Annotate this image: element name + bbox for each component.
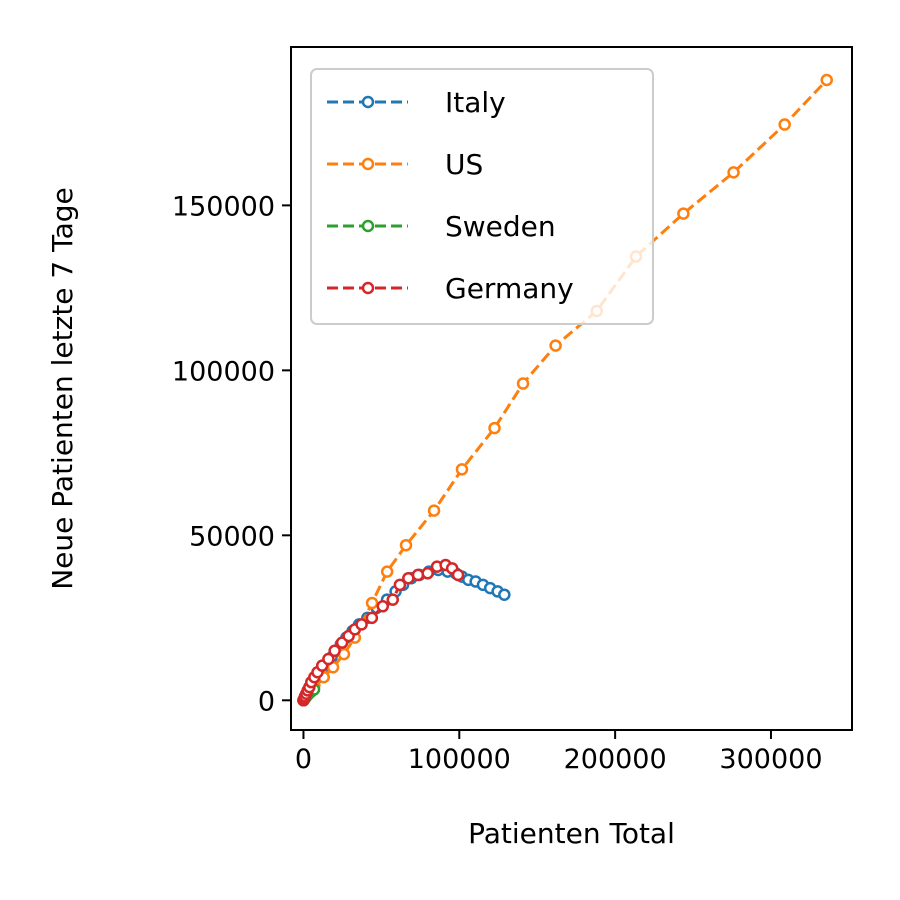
- legend-label: Italy: [445, 86, 506, 119]
- legend-item-italy: Italy: [327, 86, 506, 119]
- legend-item-germany: Germany: [327, 272, 574, 305]
- data-point: [427, 504, 441, 517]
- data-point: [386, 593, 400, 606]
- y-axis: 0 50000 100000 150000: [172, 191, 291, 717]
- x-axis-label: Patienten Total: [468, 817, 675, 850]
- legend-label: US: [445, 148, 483, 181]
- legend-label: Germany: [445, 272, 574, 305]
- data-point: [393, 578, 407, 592]
- legend-item-sweden: Sweden: [327, 210, 556, 243]
- data-point: [399, 538, 413, 552]
- legend: Italy US Sweden Germany: [310, 68, 654, 325]
- data-point: [365, 596, 379, 610]
- y-tick-label: 100000: [172, 356, 275, 387]
- data-point: [677, 207, 690, 220]
- x-tick-label: 200000: [564, 744, 667, 775]
- data-point: [328, 644, 341, 658]
- data-point: [376, 600, 390, 613]
- data-point: [778, 118, 791, 131]
- x-tick-label: 100000: [408, 744, 511, 775]
- legend-marker: [361, 95, 375, 109]
- legend-marker: [361, 281, 375, 295]
- data-point: [820, 73, 834, 87]
- x-tick-label: 0: [295, 744, 312, 775]
- legend-marker: [361, 219, 375, 233]
- data-point: [322, 652, 335, 666]
- data-point: [727, 166, 740, 179]
- x-axis: 0 100000 200000 300000: [295, 730, 823, 775]
- data-point: [411, 568, 425, 582]
- data-point: [498, 588, 511, 601]
- legend-marker: [361, 157, 375, 171]
- series-germany: [297, 558, 465, 707]
- y-tick-label: 150000: [172, 191, 275, 222]
- data-point: [549, 339, 562, 352]
- data-point: [516, 377, 530, 390]
- data-point: [355, 618, 368, 631]
- data-point: [380, 565, 394, 578]
- data-point: [365, 611, 379, 625]
- data-point: [488, 421, 501, 435]
- y-tick-label: 0: [258, 686, 275, 717]
- x-tick-label: 300000: [719, 744, 822, 775]
- data-point: [421, 567, 434, 580]
- y-tick-label: 50000: [189, 521, 275, 552]
- y-axis-label: Neue Patienten letzte 7 Tage: [46, 187, 79, 590]
- data-point: [451, 568, 465, 582]
- data-point: [455, 463, 469, 476]
- plot-area-frame: [290, 46, 853, 731]
- legend-box: [310, 68, 654, 325]
- legend-label: Sweden: [445, 210, 556, 243]
- legend-item-us: US: [327, 148, 483, 181]
